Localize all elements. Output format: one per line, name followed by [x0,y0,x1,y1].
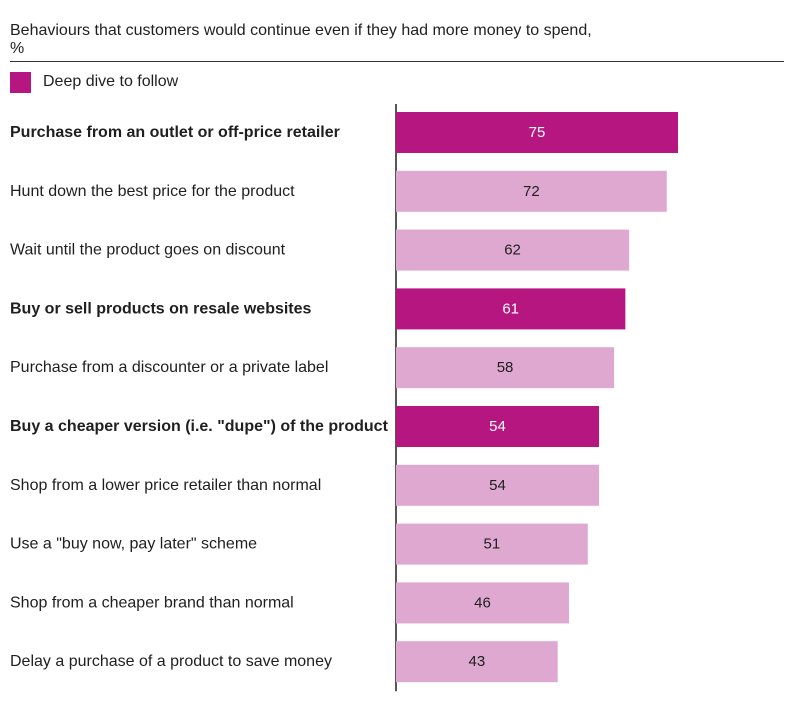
category-label-2: Hunt down the best price for the product [10,183,295,200]
category-label-4: Buy or sell products on resale websites [10,300,312,317]
bar-value-label-4: 61 [502,300,519,317]
bar-value-label-3: 62 [504,242,521,259]
bar-7 [396,464,600,506]
chart-unit: % [10,40,25,57]
bar-6 [396,406,600,447]
legend-label-deep-dive: Deep dive to follow [43,73,179,90]
bar-value-label-7: 54 [489,477,506,494]
bar-3 [396,229,630,271]
bar-value-label-2: 72 [523,183,540,200]
chart-title: Behaviours that customers would continue… [10,22,592,39]
bar-value-label-6: 54 [489,418,506,435]
bar-9 [396,582,569,624]
bar-4 [396,288,626,330]
category-label-9: Shop from a cheaper brand than normal [10,594,294,611]
bar-value-label-5: 58 [497,359,514,376]
bar-8 [396,523,588,565]
category-label-7: Shop from a lower price retailer than no… [10,477,321,494]
legend-swatch-deep-dive [10,71,31,93]
bar-5 [396,347,615,389]
category-label-5: Purchase from a discounter or a private … [10,359,328,376]
bar-value-label-9: 46 [474,594,491,611]
title-divider [10,61,784,62]
legend: Deep dive to follow [10,71,179,93]
bar-10 [396,641,558,683]
bar-2 [396,170,667,212]
bar-value-label-1: 75 [529,124,546,141]
category-label-1: Purchase from an outlet or off-price ret… [10,124,340,141]
category-label-10: Delay a purchase of a product to save mo… [10,653,332,670]
bar-value-label-10: 43 [468,653,485,670]
bar-value-label-8: 51 [484,536,501,553]
category-label-8: Use a "buy now, pay later" scheme [10,536,257,553]
category-label-3: Wait until the product goes on discount [10,242,286,259]
bar-1 [396,112,678,153]
category-label-6: Buy a cheaper version (i.e. "dupe") of t… [10,418,389,435]
